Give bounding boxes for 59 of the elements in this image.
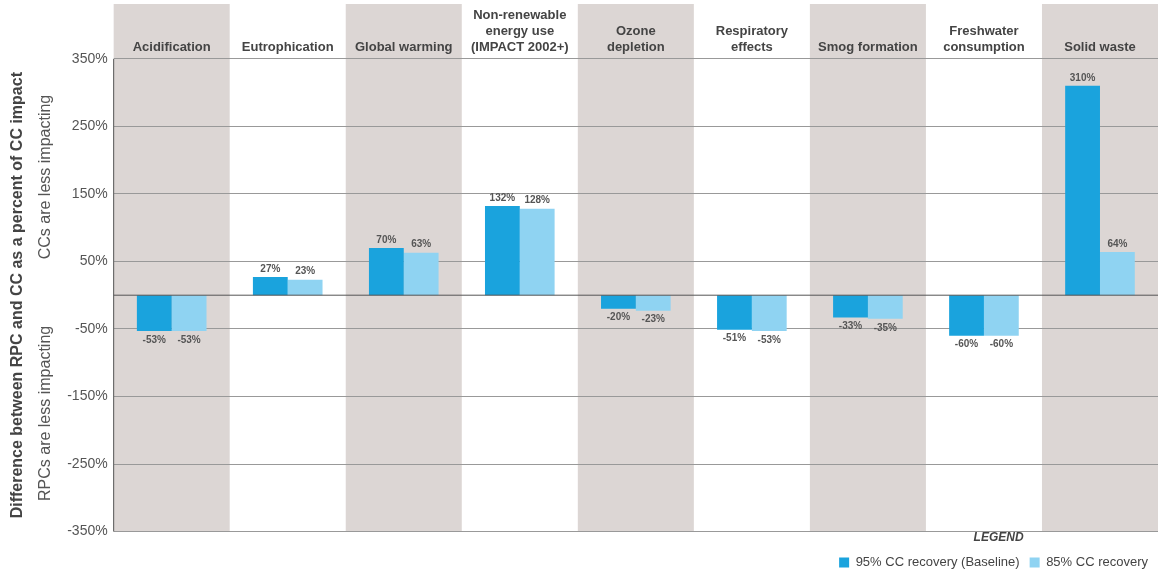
x-tick-label: Acidification <box>132 38 211 54</box>
bar <box>949 295 984 336</box>
y-tick-label: -350% <box>67 522 108 539</box>
bar <box>136 295 172 331</box>
bar <box>751 295 787 331</box>
data-label: -60% <box>954 338 979 350</box>
bar <box>171 295 207 331</box>
text: RPCs are less impacting <box>36 325 54 501</box>
data-label: 27% <box>260 262 281 274</box>
data-label: -20% <box>606 311 631 323</box>
text: CCs are less impacting <box>36 94 54 260</box>
y-tick-label: -50% <box>74 319 108 336</box>
x-tick-label: Freshwater consumption <box>943 22 1025 54</box>
data-label: 128% <box>524 194 551 206</box>
legend-title: LEGEND <box>973 529 1024 544</box>
x-tick-label: Smog formation <box>818 38 918 54</box>
bar <box>484 206 520 296</box>
x-tick-label: Respiratory effects <box>715 22 789 54</box>
bar <box>252 276 288 296</box>
bar <box>833 295 868 318</box>
data-label: 64% <box>1107 237 1128 249</box>
x-tick-label: Global warming <box>355 38 453 54</box>
x-tick-label: Ozone depletion <box>606 22 665 54</box>
bar <box>635 295 671 311</box>
data-label: 132% <box>489 191 516 203</box>
data-label: 63% <box>411 238 432 250</box>
bar <box>867 295 903 319</box>
y-axis-title: Difference between RPC and CC as a percent of CC impact <box>8 71 26 519</box>
y-tick-label: 250% <box>71 117 108 134</box>
x-tick-label: Eutrophication <box>241 38 334 54</box>
bar <box>519 208 555 296</box>
data-label: -53% <box>177 333 201 345</box>
bar <box>1065 85 1100 296</box>
bar <box>601 295 636 309</box>
y-tick-label: -250% <box>67 454 108 471</box>
y-tick-label: 350% <box>71 49 108 66</box>
x-tick-label: Non-renewable energy use (IMPACT 2002+) <box>470 7 569 54</box>
bar <box>287 279 323 296</box>
y-tick-label: -150% <box>67 387 108 404</box>
data-label: 70% <box>376 233 397 245</box>
data-label: 310% <box>1069 71 1096 83</box>
x-tick-label: Solid waste <box>1064 38 1136 54</box>
data-label: -51% <box>722 332 747 344</box>
data-label: -53% <box>142 333 167 345</box>
bar <box>983 295 1019 336</box>
data-label: -35% <box>873 321 898 333</box>
bar <box>1099 251 1135 296</box>
data-label: -23% <box>641 313 666 325</box>
data-label: -33% <box>838 320 863 332</box>
legend-label: 85% CC recovery <box>1046 554 1149 570</box>
y-tick-label: 150% <box>71 184 108 201</box>
bar <box>368 247 404 296</box>
y-tick-label: 50% <box>79 252 108 269</box>
data-label: -53% <box>757 333 782 345</box>
data-label: 23% <box>295 265 316 277</box>
bar <box>403 252 439 296</box>
data-label: -60% <box>989 338 1014 350</box>
legend-label: 95% CC recovery (Baseline) <box>855 554 1020 570</box>
bar <box>717 295 752 330</box>
